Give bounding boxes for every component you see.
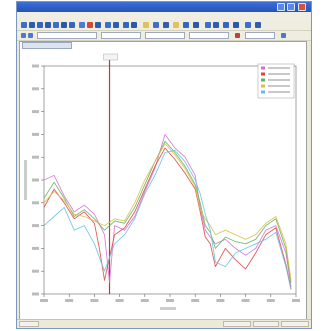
minimize-icon[interactable] xyxy=(277,3,285,11)
close-icon[interactable] xyxy=(298,3,306,11)
x-tick-label xyxy=(266,299,275,302)
x-tick-label xyxy=(140,299,149,302)
table-icon[interactable] xyxy=(131,22,137,28)
plot-area xyxy=(43,65,297,295)
x-tick-label xyxy=(40,299,48,302)
legend-swatch xyxy=(261,66,265,70)
series-line-1 xyxy=(43,133,292,288)
axis-icon[interactable] xyxy=(233,22,239,28)
save-icon[interactable] xyxy=(37,22,43,28)
grid-icon[interactable] xyxy=(193,22,199,28)
x-axis-title xyxy=(160,307,176,310)
legend-entry xyxy=(268,91,290,93)
legend xyxy=(257,63,295,99)
copy-icon[interactable] xyxy=(61,22,67,28)
legend-entry xyxy=(268,79,290,81)
y-tick-label xyxy=(32,201,39,205)
y-tick-label xyxy=(32,132,39,136)
channel-select[interactable] xyxy=(101,32,141,39)
undo-icon[interactable] xyxy=(79,22,85,28)
maximize-icon[interactable] xyxy=(287,3,295,11)
legend-entry xyxy=(268,73,290,75)
status-field xyxy=(253,321,279,327)
chart-axes xyxy=(24,64,300,310)
y-tick-label xyxy=(32,155,39,159)
title-bar xyxy=(17,2,311,12)
legend-swatch xyxy=(261,90,265,94)
x-tick-label xyxy=(191,299,200,302)
legend-swatch xyxy=(261,78,265,82)
x-tick-label xyxy=(292,299,300,302)
legend-swatch xyxy=(261,72,265,76)
export-icon[interactable] xyxy=(173,22,179,28)
y-tick-label xyxy=(32,269,39,273)
series-line-3 xyxy=(43,140,292,283)
cut-icon[interactable] xyxy=(53,22,59,28)
app-window xyxy=(16,1,312,329)
y-tick-label xyxy=(32,87,39,91)
window-icon[interactable] xyxy=(245,22,251,28)
y-axis-title xyxy=(24,160,27,200)
folder-icon[interactable] xyxy=(143,22,149,28)
status-field xyxy=(281,321,309,327)
series-line-4 xyxy=(43,143,292,281)
x-tick-label xyxy=(216,299,225,302)
y-tick-label xyxy=(32,292,39,296)
main-toolbar xyxy=(17,20,311,31)
filter-icon[interactable] xyxy=(163,22,169,28)
forward-icon[interactable] xyxy=(28,33,33,38)
x-tick-label xyxy=(166,299,174,302)
run-icon[interactable] xyxy=(95,22,101,28)
pointer-icon[interactable] xyxy=(205,22,211,28)
scale-select[interactable] xyxy=(189,32,229,39)
mode-select[interactable] xyxy=(145,32,185,39)
series-line-2 xyxy=(43,147,292,290)
legend-icon[interactable] xyxy=(223,22,229,28)
menu-bar xyxy=(17,12,311,20)
help-icon[interactable] xyxy=(255,22,261,28)
zoom-in-icon[interactable] xyxy=(105,22,111,28)
status-field xyxy=(223,321,251,327)
x-tick-label xyxy=(241,299,250,302)
zoom-out-icon[interactable] xyxy=(113,22,119,28)
x-tick-label xyxy=(65,299,74,302)
legend-entry xyxy=(268,85,290,87)
status-bar xyxy=(17,319,311,328)
back-icon[interactable] xyxy=(21,33,26,38)
cursor-icon[interactable] xyxy=(213,22,219,28)
new-icon[interactable] xyxy=(21,22,27,28)
legend-swatch xyxy=(261,84,265,88)
print-icon[interactable] xyxy=(45,22,51,28)
x-tick-label xyxy=(115,299,124,302)
paste-icon[interactable] xyxy=(69,22,75,28)
y-tick-label xyxy=(32,110,39,114)
y-tick-label xyxy=(32,178,39,182)
legend-entry xyxy=(268,67,290,69)
y-tick-label xyxy=(32,64,39,68)
settings-icon[interactable] xyxy=(153,22,159,28)
y-tick-label xyxy=(32,246,39,250)
cursor-label xyxy=(103,53,118,61)
dataset-select[interactable] xyxy=(37,32,97,39)
x-tick-label xyxy=(90,299,99,302)
view-select[interactable] xyxy=(245,32,275,39)
series-line-5 xyxy=(43,149,292,290)
y-tick-label xyxy=(32,224,39,228)
refresh-icon[interactable] xyxy=(281,33,286,38)
secondary-toolbar xyxy=(17,31,311,41)
stop-icon[interactable] xyxy=(87,22,93,28)
plot-tab[interactable] xyxy=(22,42,72,49)
import-icon[interactable] xyxy=(183,22,189,28)
line-chart xyxy=(24,53,300,310)
chart-icon[interactable] xyxy=(123,22,129,28)
marker-icon[interactable] xyxy=(235,33,240,38)
plot-window xyxy=(19,41,307,321)
open-icon[interactable] xyxy=(29,22,35,28)
status-field xyxy=(19,321,39,327)
